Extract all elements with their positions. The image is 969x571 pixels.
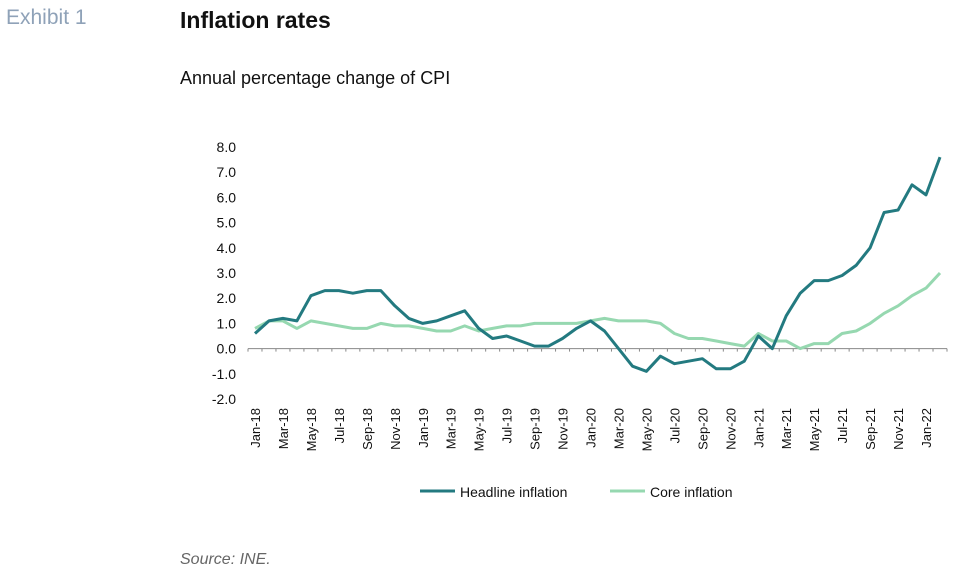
legend-label-headline: Headline inflation [460,484,567,500]
x-tick-label: Jan-18 [248,408,263,448]
x-tick-label: Mar-21 [779,408,794,449]
y-tick-label: -2.0 [212,391,236,407]
x-tick-label: Mar-19 [444,408,459,449]
source-note: Source: INE. [180,551,271,568]
x-tick-label: Nov-19 [556,408,571,450]
y-tick-label: 4.0 [217,240,237,256]
x-tick-label: Sep-18 [360,408,375,450]
x-tick-label: Jul-21 [835,408,850,443]
x-tick-label: Nov-18 [388,408,403,450]
x-tick-label: Mar-20 [611,408,626,449]
x-tick-label: Sep-21 [863,408,878,450]
x-tick-label: Nov-20 [723,408,738,450]
x-tick-label: May-20 [639,408,654,451]
x-tick-label: May-21 [807,408,822,451]
y-tick-label: 3.0 [217,265,237,281]
x-tick-label: Mar-18 [276,408,291,449]
x-tick-label: May-18 [304,408,319,451]
x-tick-label: Jan-21 [751,408,766,448]
x-tick-label: Jan-19 [416,408,431,448]
legend-label-core: Core inflation [650,484,733,500]
y-tick-label: 8.0 [217,139,237,155]
y-tick-label: 5.0 [217,215,237,231]
x-tick-label: Jul-19 [500,408,515,443]
x-tick-label: Jul-18 [332,408,347,443]
chart-title: Inflation rates [180,7,331,33]
x-tick-label: Jan-22 [919,408,934,448]
chart-subtitle: Annual percentage change of CPI [180,68,451,88]
y-tick-label: 1.0 [217,315,237,331]
plot-area: -2.0 -1.0 0.0 1.0 2.0 3.0 4.0 5.0 6.0 7.0 8.0 Jan-1… [212,139,948,451]
headline-inflation-line [253,156,942,373]
y-tick-label: 6.0 [217,189,237,205]
core-inflation-line [254,271,942,351]
x-tick-label: May-19 [472,408,487,451]
legend: Headline inflation Core inflation [420,484,733,500]
y-tick-label: 2.0 [217,290,237,306]
y-tick-label: 0.0 [217,341,237,357]
x-tick-label: Nov-21 [891,408,906,450]
y-tick-label: 7.0 [217,164,237,180]
y-tick-label: -1.0 [212,366,236,382]
x-tick-label: Jul-20 [667,408,682,443]
x-tick-label: Sep-19 [528,408,543,450]
x-tick-label: Sep-20 [695,408,710,450]
x-tick-label: Jan-20 [584,408,599,448]
exhibit-label: Exhibit 1 [6,6,87,29]
